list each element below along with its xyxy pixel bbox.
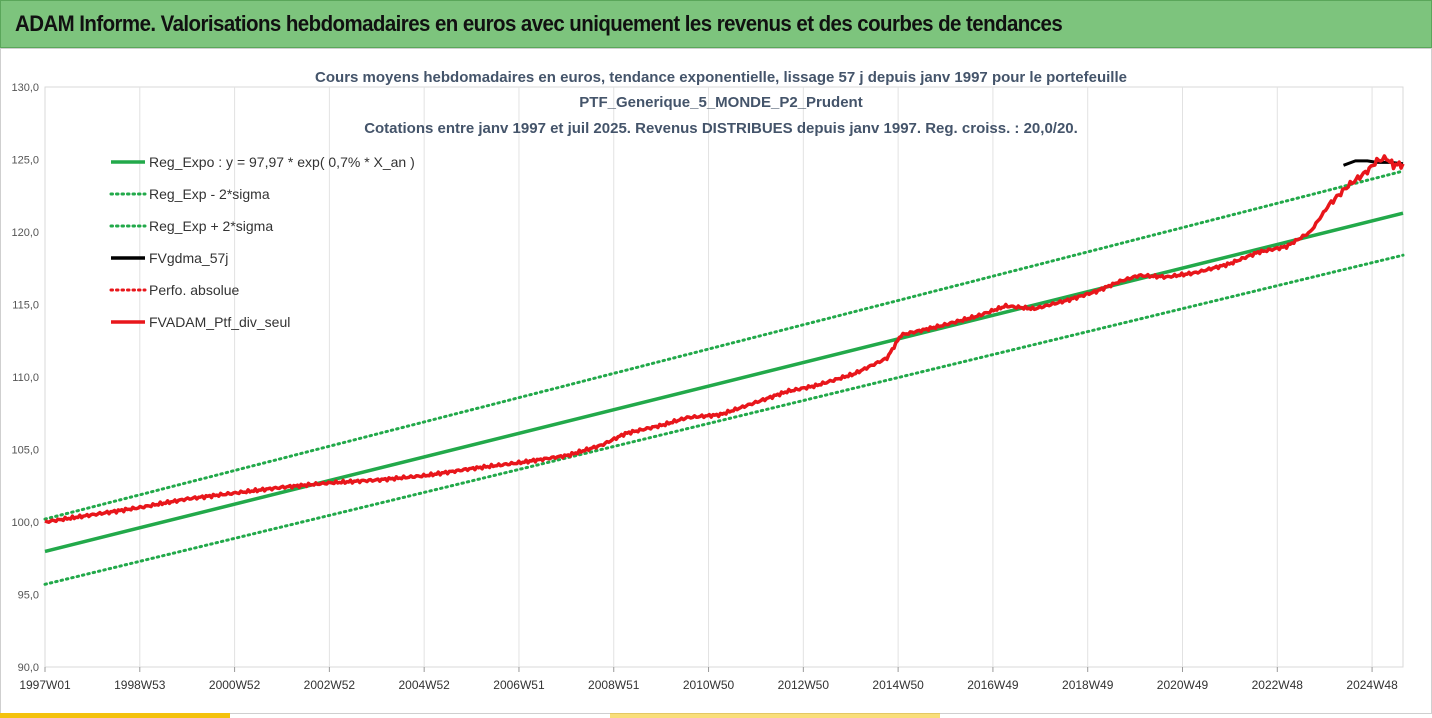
chart-title-line: Cours moyens hebdomadaires en euros, ten… [315,69,1127,86]
chart-title-line: PTF_Generique_5_MONDE_P2_Prudent [579,94,862,111]
series-line-portfolio [44,154,1405,524]
legend-label: Reg_Exp + 2*sigma [149,218,273,234]
x-tick-label: 1997W01 [19,678,71,692]
chart-title-line: Cotations entre janv 1997 et juil 2025. … [364,120,1078,137]
legend-label: FVADAM_Ptf_div_seul [149,314,290,330]
x-tick-label: 2002W52 [304,678,356,692]
legend-label: Perfo. absolue [149,282,239,298]
report-title: ADAM Informe. Valorisations hebdomadaire… [15,11,1063,36]
y-tick-label: 95,0 [18,590,39,602]
series-line-trend [44,211,1404,554]
y-tick-label: 120,0 [11,227,39,239]
y-tick-label: 125,0 [11,155,39,167]
x-tick-label: 2006W51 [493,678,545,692]
x-tick-label: 2008W51 [588,678,640,692]
plot-area [44,86,1404,668]
chart-frame: Cours moyens hebdomadaires en euros, ten… [0,48,1432,714]
y-tick-label: 130,0 [11,82,39,94]
x-tick-label: 2016W49 [967,678,1019,692]
x-tick-label: 2014W50 [872,678,924,692]
x-tick-label: 2010W50 [683,678,735,692]
legend-label: Reg_Expo : y = 97,97 * exp( 0,7% * X_an … [149,154,415,170]
y-tick-label: 90,0 [18,662,39,674]
footer-strip-left [0,713,230,718]
report-header: ADAM Informe. Valorisations hebdomadaire… [0,0,1432,48]
x-tick-label: 1998W53 [114,678,166,692]
x-tick-label: 2018W49 [1062,678,1114,692]
x-tick-label: 2004W52 [398,678,450,692]
y-tick-label: 100,0 [11,517,39,529]
y-tick-label: 110,0 [12,372,39,384]
x-tick-label: 2022W48 [1252,678,1304,692]
y-tick-label: 105,0 [11,445,39,457]
x-tick-label: 2024W48 [1346,678,1398,692]
x-tick-label: 2000W52 [209,678,261,692]
y-tick-label: 115,0 [12,300,39,312]
legend-label: FVgdma_57j [149,250,228,266]
footer-strip-middle [610,713,940,718]
legend-label: Reg_Exp - 2*sigma [149,186,270,202]
line-chart: Cours moyens hebdomadaires en euros, ten… [11,69,1405,692]
series-line-band [43,169,1405,521]
x-tick-label: 2012W50 [778,678,830,692]
series-line-band [43,253,1405,586]
x-tick-label: 2020W49 [1157,678,1209,692]
